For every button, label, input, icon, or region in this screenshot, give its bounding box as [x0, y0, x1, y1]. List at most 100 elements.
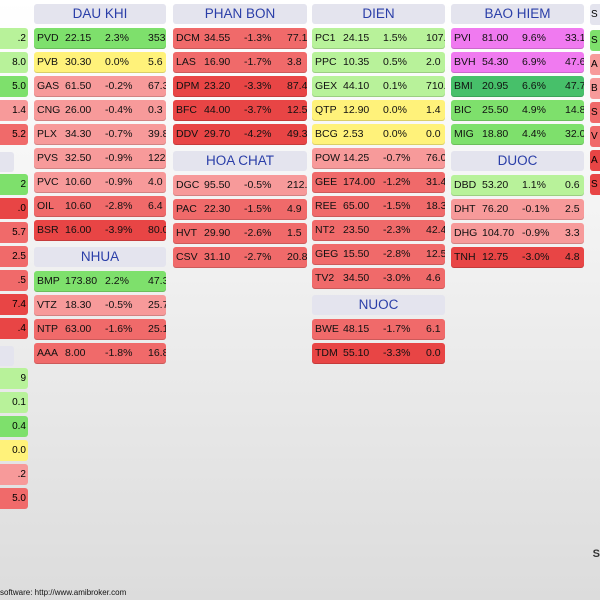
stock-volume: 1.4: [426, 104, 441, 116]
stock-row-ddv[interactable]: DDV 29.70 -4.2% 49.3: [173, 124, 307, 145]
stock-row-tnh[interactable]: TNH 12.75 -3.0% 4.8: [451, 247, 584, 268]
stock-row-ppc[interactable]: PPC 10.35 0.5% 2.0: [312, 52, 445, 73]
stock-row-pac[interactable]: PAC 22.30 -1.5% 4.9: [173, 199, 307, 220]
stock-row-dpm[interactable]: DPM 23.20 -3.3% 87.4: [173, 76, 307, 97]
clipped-sector-header: [0, 152, 14, 172]
stock-row-gee[interactable]: GEE 174.00 -1.2% 31.4: [312, 172, 445, 193]
stock-row-hvt[interactable]: HVT 29.90 -2.6% 1.5: [173, 223, 307, 244]
clipped-stock-row[interactable]: 5.0: [0, 76, 28, 97]
stock-row-vtz[interactable]: VTZ 18.30 -0.5% 25.7: [34, 295, 166, 316]
stock-row-bcg[interactable]: BCG 2.53 0.0% 0.0: [312, 124, 445, 145]
stock-row-pvi[interactable]: PVI 81.00 9.6% 33.1: [451, 28, 584, 49]
stock-volume: 25.1: [148, 323, 166, 335]
sector-header[interactable]: BAO HIEM: [451, 4, 584, 24]
stock-symbol: DGC: [176, 179, 200, 191]
clipped-stock-row[interactable]: 5.0: [0, 488, 28, 509]
clipped-stock-row[interactable]: S: [590, 4, 600, 25]
stock-row-pvs[interactable]: PVS 32.50 -0.9% 122.6: [34, 148, 166, 169]
sector-header[interactable]: HOA CHAT: [173, 151, 307, 171]
clipped-stock-row[interactable]: .4: [0, 318, 28, 339]
stock-change: -2.6%: [244, 227, 272, 239]
clipped-stock-row[interactable]: 0.1: [0, 392, 28, 413]
stock-row-aaa[interactable]: AAA 8.00 -1.8% 16.8: [34, 343, 166, 364]
clipped-stock-row[interactable]: 2.5: [0, 246, 28, 267]
clipped-stock-row[interactable]: 8.0: [0, 52, 28, 73]
stock-row-ntp[interactable]: NTP 63.00 -1.6% 25.1: [34, 319, 166, 340]
stock-row-cng[interactable]: CNG 26.00 -0.4% 0.3: [34, 100, 166, 121]
stock-symbol: NT2: [315, 224, 335, 236]
stock-price: 29.90: [204, 227, 231, 239]
clipped-stock-row[interactable]: 1.4: [0, 100, 28, 121]
stock-row-gas[interactable]: GAS 61.50 -0.2% 67.3: [34, 76, 166, 97]
sector-header[interactable]: PHAN BON: [173, 4, 307, 24]
stock-row-mig[interactable]: MIG 18.80 4.4% 32.0: [451, 124, 584, 145]
stock-change: -1.8%: [105, 347, 133, 359]
stock-row-qtp[interactable]: QTP 12.90 0.0% 1.4: [312, 100, 445, 121]
clipped-stock-row[interactable]: .0: [0, 198, 28, 219]
stock-change: 0.0%: [105, 56, 129, 68]
sector-header[interactable]: DAU KHI: [34, 4, 166, 24]
clipped-stock-row[interactable]: A: [590, 54, 600, 75]
clipped-stock-row[interactable]: .2: [0, 464, 28, 485]
stock-volume: 12.5: [426, 248, 445, 260]
clipped-stock-row[interactable]: 7.4: [0, 294, 28, 315]
stock-row-pow[interactable]: POW 14.25 -0.7% 76.0: [312, 148, 445, 169]
stock-row-bwe[interactable]: BWE 48.15 -1.7% 6.1: [312, 319, 445, 340]
stock-change: -1.5%: [244, 203, 272, 215]
stock-volume: 31.4: [426, 176, 445, 188]
stock-volume: 20.8: [287, 251, 307, 263]
stock-row-csv[interactable]: CSV 31.10 -2.7% 20.8: [173, 247, 307, 268]
clipped-stock-row[interactable]: S: [590, 30, 600, 51]
clipped-stock-row[interactable]: 2: [0, 174, 28, 195]
stock-row-bfc[interactable]: BFC 44.00 -3.7% 12.5: [173, 100, 307, 121]
stock-change: -0.9%: [522, 227, 550, 239]
clipped-stock-row[interactable]: .2: [0, 28, 28, 49]
stock-row-dbd[interactable]: DBD 53.20 1.1% 0.6: [451, 175, 584, 196]
stock-row-bic[interactable]: BIC 25.50 4.9% 14.8: [451, 100, 584, 121]
stock-symbol: BIC: [454, 104, 472, 116]
clipped-stock-row[interactable]: S: [590, 102, 600, 123]
stock-row-plx[interactable]: PLX 34.30 -0.7% 39.8: [34, 124, 166, 145]
stock-row-las[interactable]: LAS 16.90 -1.7% 3.8: [173, 52, 307, 73]
stock-price: 34.50: [343, 272, 370, 284]
stock-row-tv2[interactable]: TV2 34.50 -3.0% 4.6: [312, 268, 445, 289]
stock-row-gex[interactable]: GEX 44.10 0.1% 710.1: [312, 76, 445, 97]
clipped-stock-row[interactable]: 0.0: [0, 440, 28, 461]
clipped-stock-row[interactable]: .5: [0, 270, 28, 291]
stock-symbol: BWE: [315, 323, 339, 335]
stock-volume: 6.4: [148, 200, 163, 212]
clipped-stock-row[interactable]: A: [590, 150, 600, 171]
stock-row-pvb[interactable]: PVB 30.30 0.0% 5.6: [34, 52, 166, 73]
stock-volume: 16.8: [148, 347, 166, 359]
sector-header[interactable]: DUOC: [451, 151, 584, 171]
sector-header[interactable]: NHUA: [34, 247, 166, 267]
clipped-stock-row[interactable]: S: [590, 174, 600, 195]
clipped-stock-row[interactable]: 5.7: [0, 222, 28, 243]
stock-row-pc1[interactable]: PC1 24.15 1.5% 107.6: [312, 28, 445, 49]
stock-volume: 80.0: [148, 224, 166, 236]
clipped-stock-row[interactable]: 0.4: [0, 416, 28, 437]
clipped-stock-row[interactable]: 5.2: [0, 124, 28, 145]
stock-row-bvh[interactable]: BVH 54.30 6.9% 47.6: [451, 52, 584, 73]
sector-header[interactable]: DIEN: [312, 4, 445, 24]
stock-row-bmi[interactable]: BMI 20.95 6.6% 47.7: [451, 76, 584, 97]
clipped-stock-row[interactable]: V: [590, 126, 600, 147]
stock-row-dgc[interactable]: DGC 95.50 -0.5% 212.4: [173, 175, 307, 196]
clipped-stock-row[interactable]: 9: [0, 368, 28, 389]
stock-row-dht[interactable]: DHT 76.20 -0.1% 2.5: [451, 199, 584, 220]
stock-row-oil[interactable]: OIL 10.60 -2.8% 6.4: [34, 196, 166, 217]
stock-symbol: CSV: [176, 251, 198, 263]
stock-row-nt2[interactable]: NT2 23.50 -2.3% 42.4: [312, 220, 445, 241]
stock-row-pvd[interactable]: PVD 22.15 2.3% 353.2: [34, 28, 166, 49]
stock-row-dhg[interactable]: DHG 104.70 -0.9% 3.3: [451, 223, 584, 244]
stock-row-dcm[interactable]: DCM 34.55 -1.3% 77.1: [173, 28, 307, 49]
stock-row-bmp[interactable]: BMP 173.80 2.2% 47.3: [34, 271, 166, 292]
stock-row-ree[interactable]: REE 65.00 -1.5% 18.3: [312, 196, 445, 217]
stock-row-pvc[interactable]: PVC 10.60 -0.9% 4.0: [34, 172, 166, 193]
stock-row-geg[interactable]: GEG 15.50 -2.8% 12.5: [312, 244, 445, 265]
stock-row-bsr[interactable]: BSR 16.00 -3.9% 80.0: [34, 220, 166, 241]
clipped-stock-row[interactable]: B: [590, 78, 600, 99]
stock-price: 25.50: [482, 104, 509, 116]
stock-row-tdm[interactable]: TDM 55.10 -3.3% 0.0: [312, 343, 445, 364]
sector-header[interactable]: NUOC: [312, 295, 445, 315]
